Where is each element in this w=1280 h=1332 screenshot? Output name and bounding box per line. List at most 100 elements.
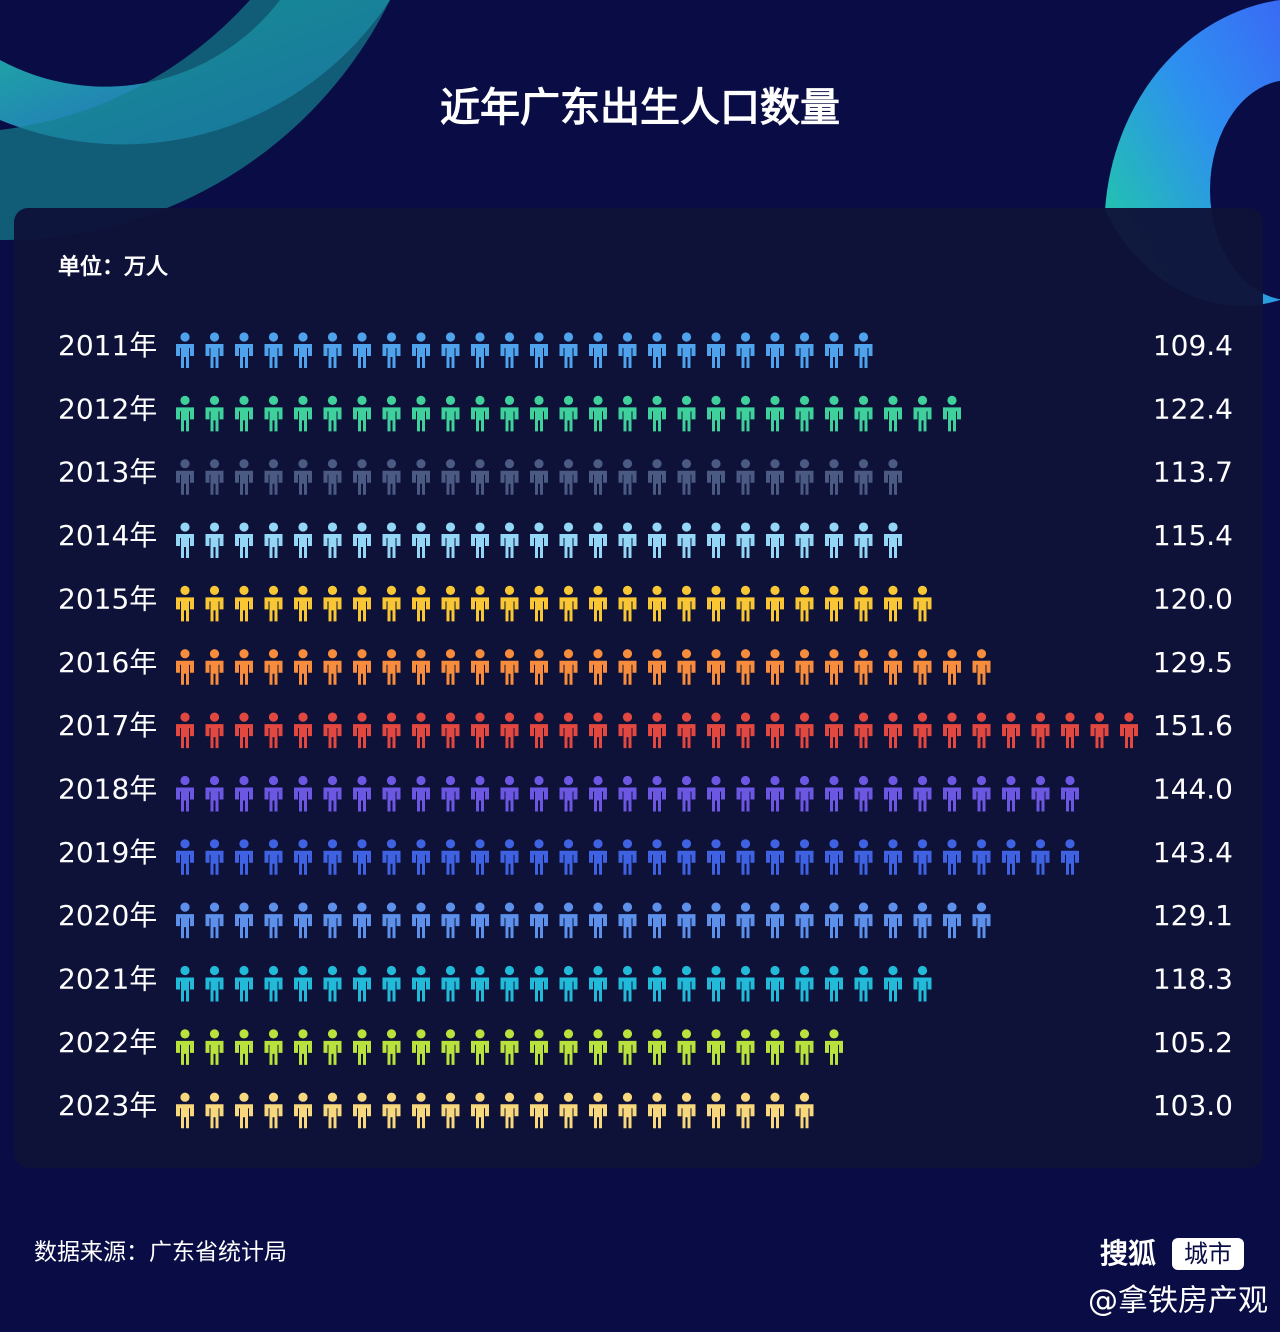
icon-body: [235, 407, 253, 432]
icon-body: [264, 1040, 283, 1065]
icon-body: [736, 470, 755, 495]
icon-body: [176, 597, 194, 622]
icon-head: [180, 395, 190, 405]
icon-head: [239, 459, 249, 469]
icon-head: [799, 839, 810, 849]
icon-body: [382, 407, 401, 432]
icon-head: [1124, 712, 1134, 722]
icon-body: [825, 977, 843, 1002]
icon-body: [766, 470, 784, 495]
icon-head: [475, 459, 485, 469]
icon-body: [412, 534, 430, 559]
icon-head: [563, 649, 574, 659]
icon-row: [176, 332, 873, 368]
icon-head: [976, 775, 987, 786]
icon-head: [917, 585, 928, 596]
icon-body: [353, 1040, 371, 1065]
icon-body: [589, 470, 607, 495]
icon-body: [825, 344, 843, 368]
icon-head: [298, 459, 308, 469]
icon-body: [235, 660, 253, 685]
icon-head: [829, 585, 839, 596]
icon-body: [736, 977, 755, 1002]
icon-head: [298, 649, 308, 659]
icon-head: [563, 522, 574, 532]
icon-body: [1061, 850, 1079, 875]
icon-head: [416, 522, 426, 532]
icon-body: [795, 470, 814, 495]
icon-body: [854, 597, 873, 622]
icon-head: [770, 332, 780, 342]
category-label: 2018年: [58, 772, 157, 805]
icon-head: [239, 1029, 249, 1039]
icon-body: [736, 787, 755, 812]
icon-body: [235, 977, 253, 1002]
icon-body: [382, 787, 401, 812]
icon-head: [829, 649, 839, 659]
icon-body: [854, 660, 873, 685]
icon-head: [357, 585, 367, 596]
icon-head: [681, 395, 692, 405]
icon-body: [648, 470, 666, 495]
icon-head: [357, 522, 367, 532]
icon-body: [707, 914, 725, 939]
icon-head: [504, 332, 515, 342]
icon-body: [294, 914, 312, 939]
icon-head: [740, 395, 751, 405]
icon-body: [323, 534, 342, 559]
icon-body: [500, 1040, 519, 1065]
icon-head: [917, 712, 928, 722]
icon-row: [176, 459, 902, 495]
icon-head: [445, 902, 456, 912]
icon-head: [711, 1092, 721, 1102]
icon-body: [353, 1104, 371, 1129]
icon-head: [416, 1029, 426, 1039]
icon-head: [357, 459, 367, 469]
icon-body: [441, 1040, 460, 1065]
icon-head: [357, 965, 367, 976]
icon-head: [652, 395, 662, 405]
icon-body: [648, 977, 666, 1002]
icon-body: [618, 597, 637, 622]
icon-head: [1035, 712, 1046, 722]
icon-body: [441, 724, 460, 749]
icon-body: [766, 914, 784, 939]
icon-row: [176, 1092, 814, 1129]
icon-head: [209, 902, 220, 912]
icon-head: [799, 332, 810, 342]
icon-head: [829, 775, 839, 786]
icon-body: [471, 787, 489, 812]
icon-head: [327, 775, 338, 786]
category-label: 2013年: [58, 456, 157, 489]
icon-body: [471, 407, 489, 432]
icon-body: [412, 470, 430, 495]
icon-head: [563, 902, 574, 912]
icon-body: [972, 787, 991, 812]
icon-body: [766, 344, 784, 368]
icon-body: [294, 597, 312, 622]
icon-head: [327, 839, 338, 849]
icon-body: [707, 534, 725, 559]
icon-head: [711, 839, 721, 849]
icon-body: [412, 977, 430, 1002]
icon-body: [294, 977, 312, 1002]
icon-head: [268, 965, 279, 976]
icon-head: [711, 649, 721, 659]
icon-head: [740, 585, 751, 596]
icon-body: [677, 597, 696, 622]
icon-body: [264, 724, 283, 749]
icon-body: [471, 1040, 489, 1065]
icon-body: [825, 1040, 843, 1065]
icon-body: [441, 407, 460, 432]
icon-body: [854, 407, 873, 432]
icon-head: [563, 839, 574, 849]
icon-head: [386, 649, 397, 659]
icon-head: [504, 459, 515, 469]
icon-head: [534, 459, 544, 469]
icon-body: [736, 344, 755, 368]
icon-head: [534, 712, 544, 722]
icon-head: [622, 1029, 633, 1039]
icon-body: [677, 1040, 696, 1065]
icon-body: [825, 597, 843, 622]
icon-body: [471, 597, 489, 622]
